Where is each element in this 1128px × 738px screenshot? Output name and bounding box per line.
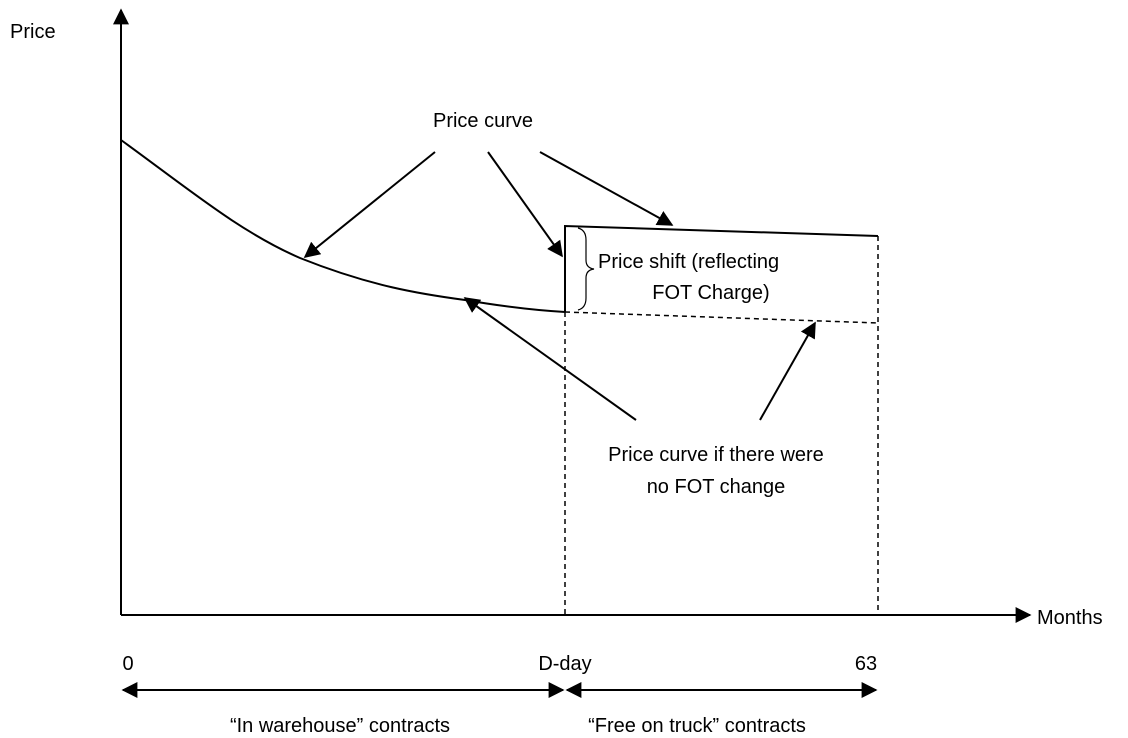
pointer <box>463 297 637 421</box>
annotation: Price shift (reflecting <box>598 251 779 273</box>
pointer <box>487 151 563 258</box>
pointer <box>759 321 816 421</box>
annotation: no FOT change <box>647 476 786 498</box>
y-axis-label: Price <box>10 21 56 43</box>
annotation: FOT Charge) <box>652 282 769 304</box>
no-change-curve <box>564 311 879 324</box>
pointer <box>539 151 674 226</box>
annotation: Price curve if there were <box>608 444 824 466</box>
x-axis-label: Months <box>1037 607 1103 629</box>
period-label: “In warehouse” contracts <box>230 715 450 737</box>
tick-label: 63 <box>855 653 877 675</box>
price-curve <box>120 139 566 313</box>
tick-label: D-day <box>538 653 591 675</box>
annotation: Price curve <box>433 110 533 132</box>
tick-label: 0 <box>122 653 133 675</box>
pointer <box>303 151 436 259</box>
brace <box>577 227 595 311</box>
period-label: “Free on truck” contracts <box>588 715 806 737</box>
shifted-curve <box>564 224 879 312</box>
